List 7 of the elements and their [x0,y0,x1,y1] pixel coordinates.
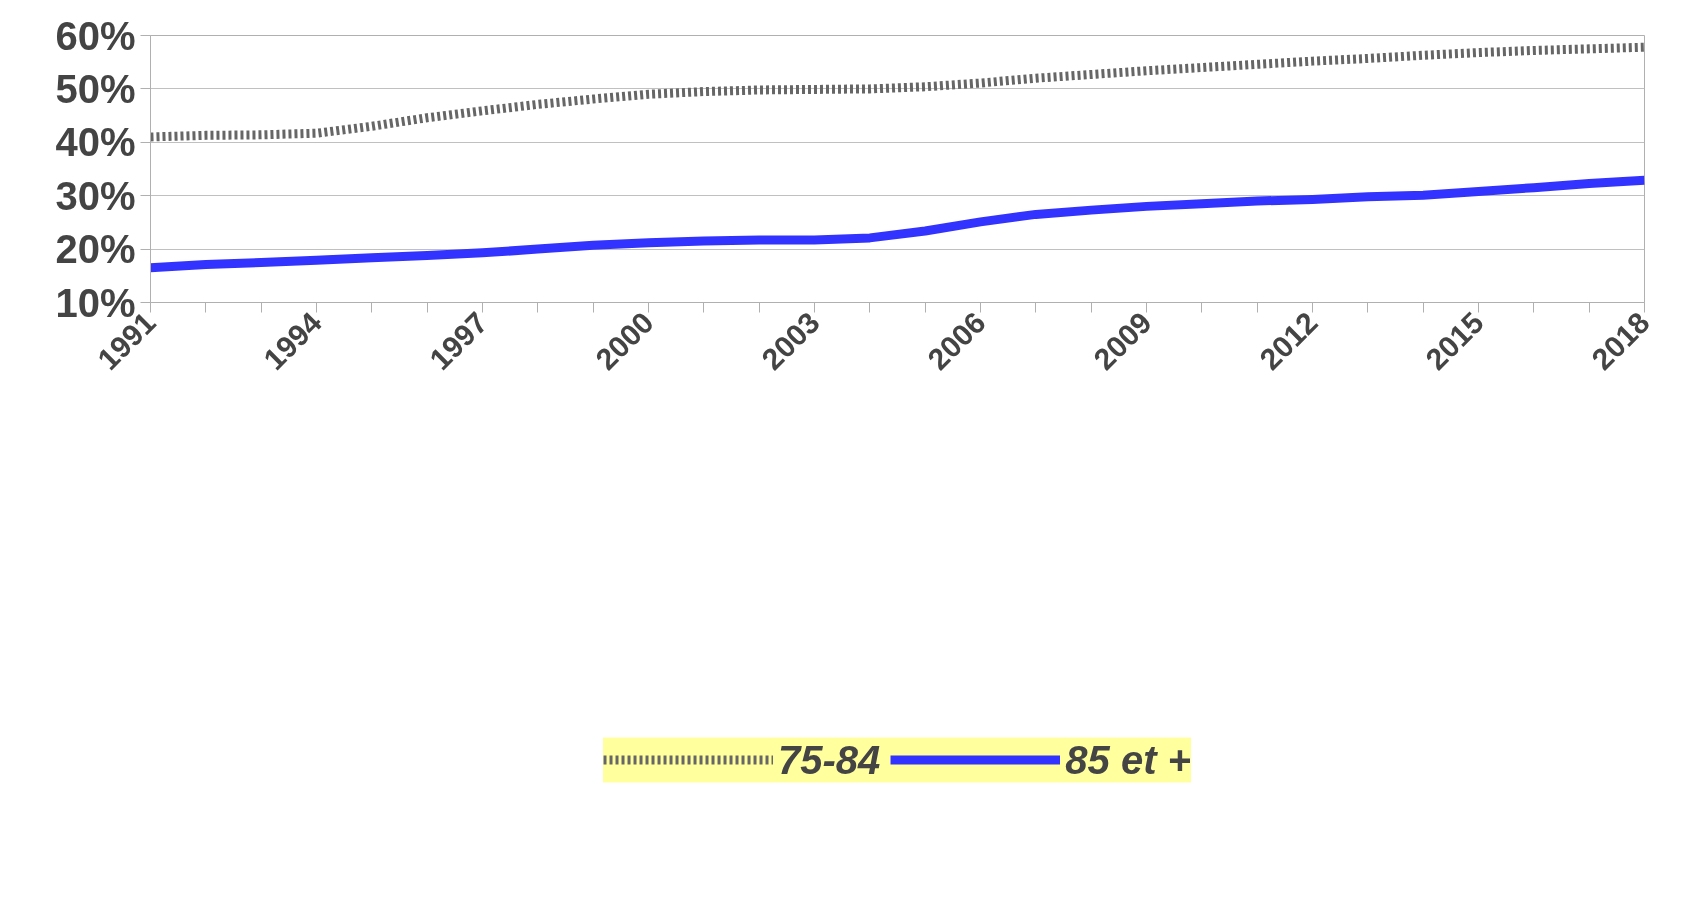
legend-label: 85 et + [1065,737,1191,783]
y-tick-label: 20% [55,227,136,272]
y-tick-label: 30% [55,173,136,218]
y-tick-label: 40% [55,120,136,165]
legend-label: 75-84 [778,737,881,783]
y-tick-label: 50% [55,66,136,111]
y-tick-label: 60% [55,13,136,58]
